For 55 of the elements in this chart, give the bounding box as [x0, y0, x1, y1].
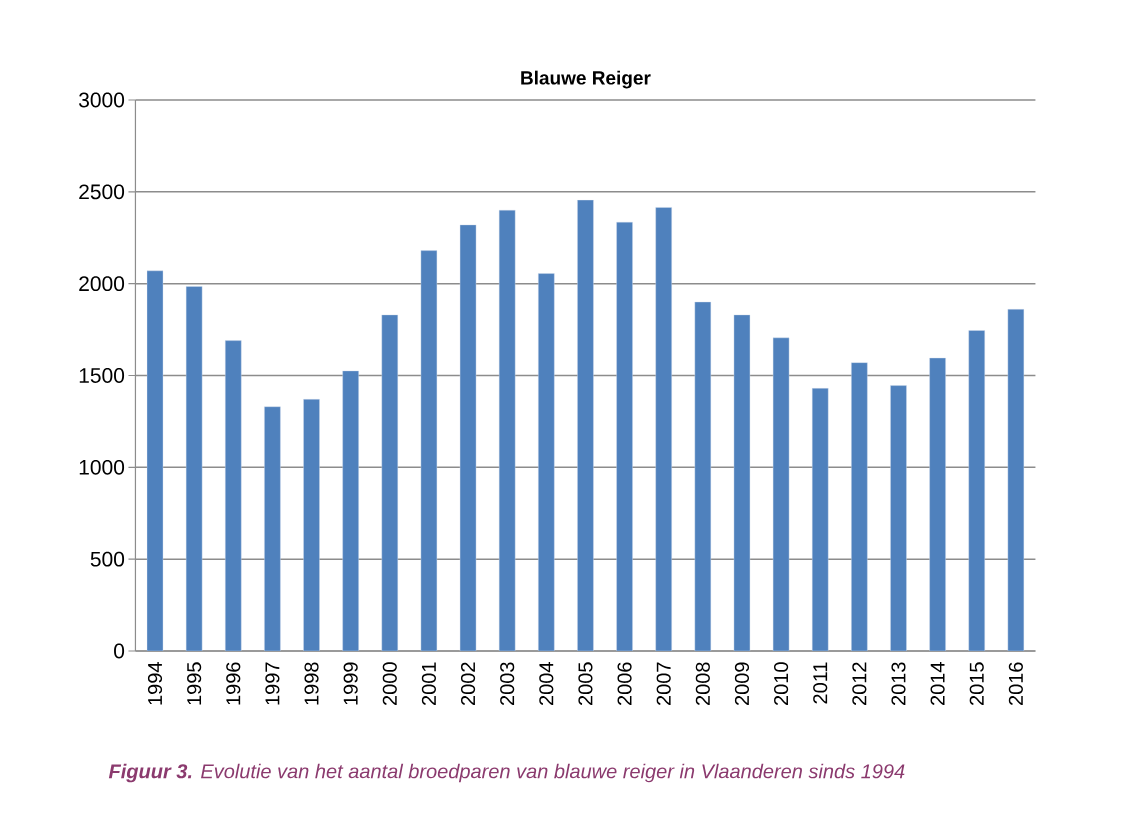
y-tick-label: 2000 [79, 276, 125, 292]
bar [577, 199, 594, 651]
y-tick-label: 0 [114, 643, 125, 659]
bar [1007, 309, 1025, 651]
bar [264, 406, 281, 651]
bar [929, 357, 946, 651]
x-tick-label: 2009 [734, 662, 750, 706]
x-tick-label: 2002 [460, 662, 476, 706]
bar [146, 270, 164, 651]
bar [968, 330, 985, 651]
bar [772, 337, 790, 651]
y-tick-label: 3000 [78, 92, 125, 108]
bar [733, 314, 751, 651]
bar [538, 273, 555, 651]
x-tick-label: 2012 [852, 662, 867, 706]
chart-title: Blauwe Reiger [521, 70, 651, 89]
x-tick-label: 1994 [147, 662, 163, 705]
x-tick-label: 2001 [421, 662, 436, 706]
x-tick-label: 1999 [343, 662, 358, 705]
bar [851, 362, 868, 651]
x-tick-label: 2011 [813, 662, 828, 704]
bar [890, 385, 907, 651]
x-tick-label: 2004 [539, 662, 554, 706]
x-tick-label: 2003 [500, 662, 515, 706]
bar [225, 340, 242, 651]
x-tick-label: 1997 [265, 662, 280, 705]
x-tick-label: 2006 [617, 662, 632, 706]
x-tick-label: 2015 [969, 662, 984, 706]
x-tick-label: 2014 [930, 662, 945, 706]
bar [303, 399, 320, 651]
y-tick-label: 2500 [79, 184, 125, 200]
bar [616, 221, 633, 651]
x-tick-label: 2016 [1008, 662, 1023, 706]
x-tick-label: 2005 [578, 662, 593, 706]
x-tick-label: 1995 [187, 662, 202, 705]
bar [342, 370, 359, 651]
y-tick-label: 1000 [79, 459, 125, 475]
bar [420, 250, 438, 651]
bar [655, 207, 672, 651]
bar [812, 388, 829, 651]
x-tick-label: 2007 [656, 662, 671, 706]
x-tick-label: 1996 [226, 662, 241, 705]
x-tick-label: 1998 [304, 662, 319, 705]
bar [381, 314, 398, 651]
x-tick-label: 2000 [382, 662, 397, 706]
x-tick-label: 2008 [695, 662, 710, 706]
bar [498, 209, 516, 651]
bar [185, 286, 203, 651]
bar [459, 224, 477, 651]
text: Figuur 3. Evolutie van het aantal broedparen van blauwe reiger in Vlaanderen sinds 1994 [108, 763, 905, 783]
x-tick-label: 2010 [774, 662, 789, 706]
bar [694, 301, 712, 651]
y-tick-label: 500 [90, 551, 125, 567]
x-tick-label: 2013 [891, 662, 906, 706]
y-tick-label: 1500 [79, 368, 125, 383]
